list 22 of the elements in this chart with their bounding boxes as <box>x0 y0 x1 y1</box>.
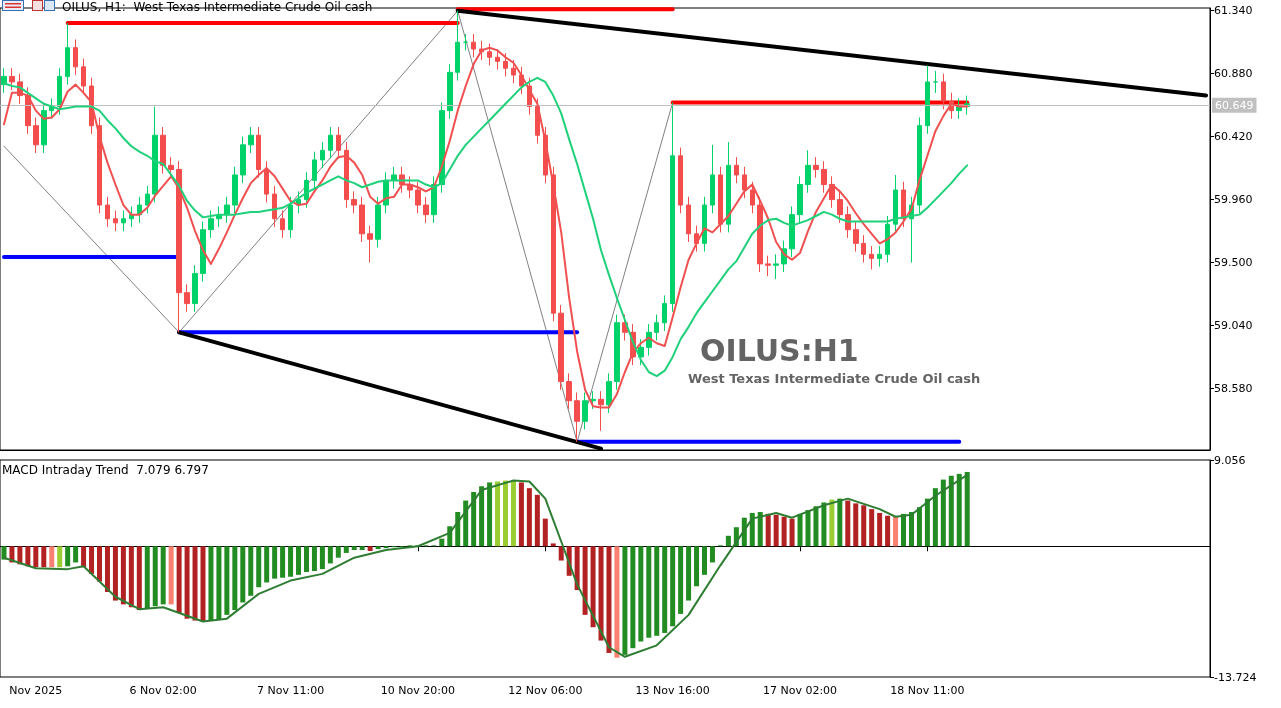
chart-title: MACD Intraday Trend 7.079 6.797 <box>2 463 209 477</box>
y-tick-label: 60.880 <box>1214 67 1253 81</box>
x-tick-label: 10 Nov 20:00 <box>380 684 456 697</box>
x-tick-label: 7 Nov 11:00 <box>256 684 325 697</box>
y-tick-label: 9.056 <box>1214 453 1246 467</box>
x-tick-label: 6 Nov 02:00 <box>129 684 197 697</box>
y-tick-label: 59.960 <box>1214 193 1253 207</box>
y-tick-label: 58.580 <box>1214 381 1253 395</box>
x-tick-label: 17 Nov 02:00 <box>762 684 838 697</box>
annotation: West Texas Intermediate Crude Oil cash <box>688 371 981 386</box>
x-tick-label: Nov 2025 <box>9 684 63 697</box>
annotation: OILUS:H1 <box>700 332 859 368</box>
y-tick-label: -13.724 <box>1214 670 1257 684</box>
x-tick-label: 13 Nov 16:00 <box>635 684 710 697</box>
y-tick-label: 60.420 <box>1214 130 1253 144</box>
x-tick-label: 12 Nov 06:00 <box>508 684 583 697</box>
chart-title: OILUS, H1: West Texas Intermediate Crude Oil cash <box>62 0 373 14</box>
y-tick-label: 59.040 <box>1214 318 1253 332</box>
y-tick-label: 59.500 <box>1214 256 1253 270</box>
x-tick-label: 18 Nov 11:00 <box>890 684 965 697</box>
ref-line-label: 60.649 <box>1215 98 1254 112</box>
y-tick-label: 61.340 <box>1214 4 1253 18</box>
